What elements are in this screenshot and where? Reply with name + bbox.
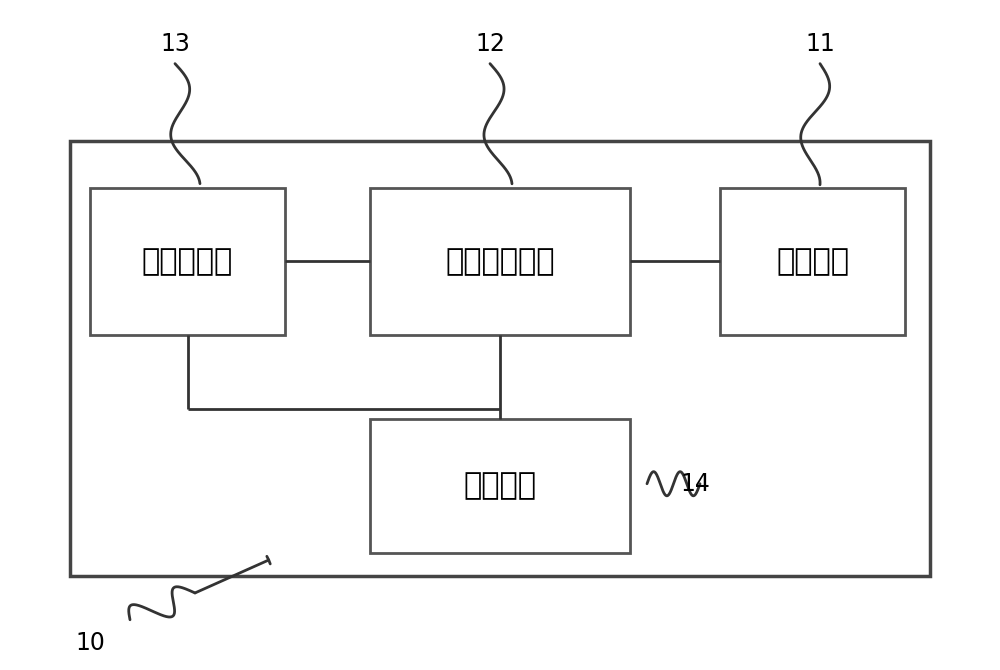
- Bar: [90, 188, 285, 335]
- Bar: [70, 141, 930, 576]
- Text: 无线模块: 无线模块: [776, 247, 849, 276]
- Text: 电源模块: 电源模块: [464, 471, 536, 500]
- Text: 微处理器模块: 微处理器模块: [445, 247, 555, 276]
- Text: 10: 10: [75, 631, 105, 655]
- Bar: [720, 188, 905, 335]
- Text: 11: 11: [805, 31, 835, 56]
- Text: 红外线模块: 红外线模块: [142, 247, 233, 276]
- Bar: [370, 419, 630, 553]
- Text: 13: 13: [160, 31, 190, 56]
- Bar: [370, 188, 630, 335]
- Text: 14: 14: [680, 472, 710, 496]
- Text: 12: 12: [475, 31, 505, 56]
